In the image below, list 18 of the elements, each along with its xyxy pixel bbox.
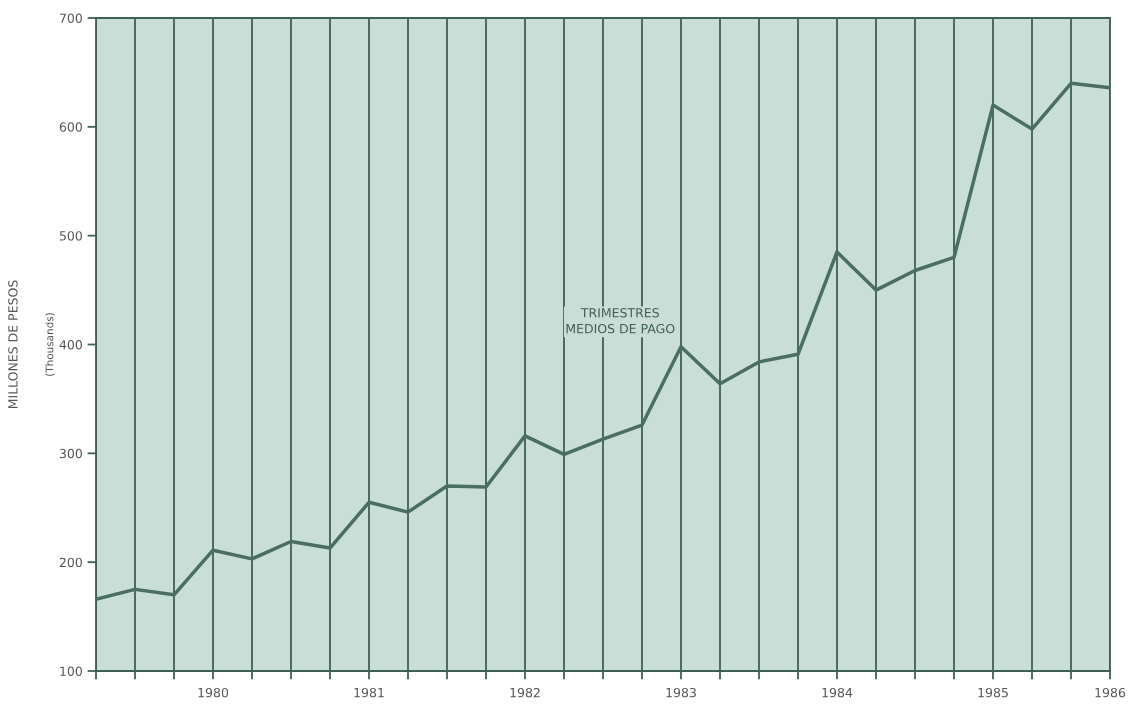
y-tick-label: 600 xyxy=(59,122,82,132)
x-tick-label: 1985 xyxy=(978,687,1008,698)
y-tick-label: 100 xyxy=(60,666,82,676)
x-tick-label: 1984 xyxy=(822,687,853,698)
line-series xyxy=(96,81,1110,601)
y-axis-title: MILLONES DE PESOS xyxy=(8,280,18,409)
x-tick-label: 1982 xyxy=(510,687,540,698)
y-tick-label: 400 xyxy=(59,339,82,350)
y-tick-label: 200 xyxy=(59,557,82,568)
x-tick-label: 1986 xyxy=(1095,687,1126,698)
y-tick-label: 300 xyxy=(59,448,82,459)
y-tick-label: 500 xyxy=(59,231,82,241)
text: (Thousands) xyxy=(45,313,55,376)
x-tick-label: 1981 xyxy=(354,687,384,698)
x-tick-label: 1980 xyxy=(198,687,229,698)
series-label: TRIMESTRES MEDIOS DE PAGO xyxy=(566,308,675,334)
y-tick-label: 700 xyxy=(59,13,82,23)
x-tick-label: 1983 xyxy=(666,687,696,698)
